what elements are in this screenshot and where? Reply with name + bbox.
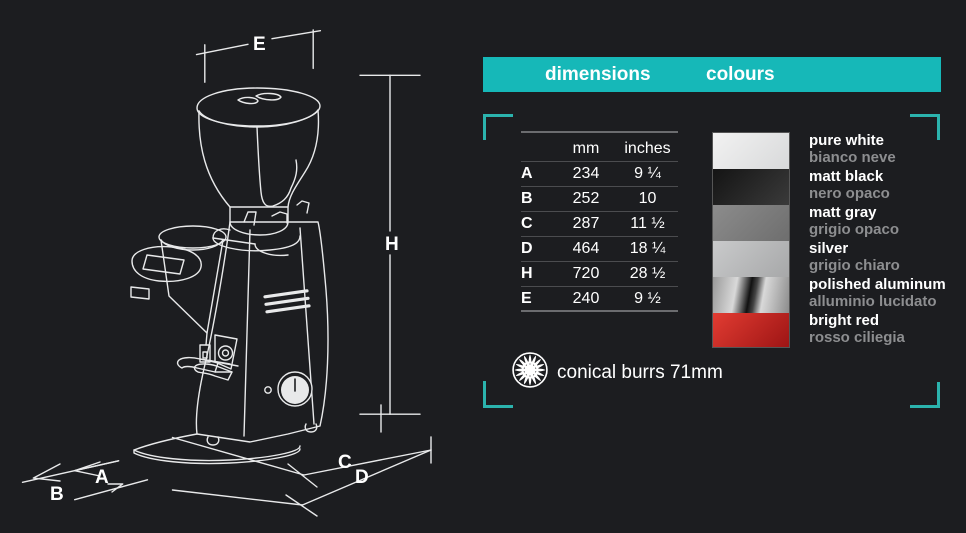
svg-text:B: B	[50, 484, 64, 505]
svg-text:C: C	[338, 452, 352, 473]
svg-text:D: D	[355, 467, 369, 488]
svg-text:E: E	[253, 34, 266, 55]
svg-text:H: H	[385, 234, 399, 255]
svg-text:A: A	[95, 467, 109, 488]
